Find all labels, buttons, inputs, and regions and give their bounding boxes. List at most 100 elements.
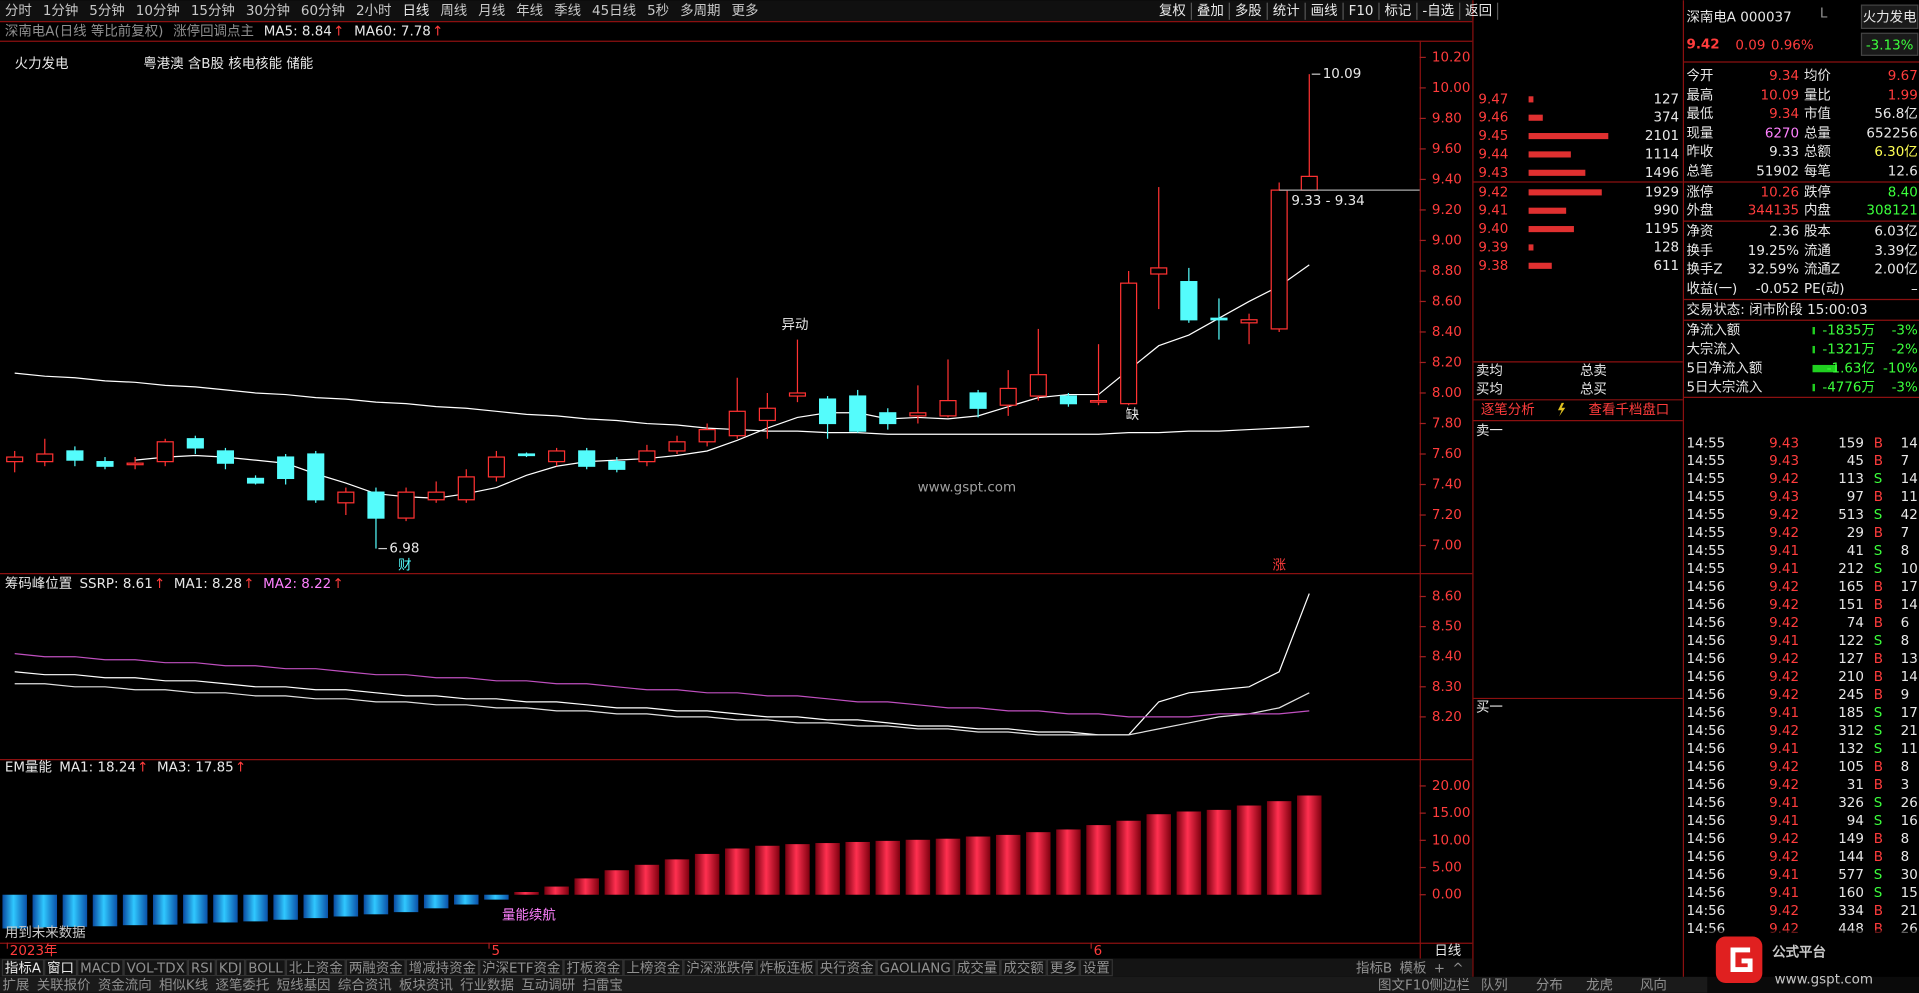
- status-tab[interactable]: 图文F10: [1378, 977, 1430, 993]
- period-tab[interactable]: 年线: [516, 3, 543, 19]
- indicator-tab[interactable]: 炸板连板: [760, 960, 814, 976]
- candle-body: [1270, 189, 1288, 330]
- status-tab[interactable]: 行业数据: [460, 977, 514, 993]
- period-tab[interactable]: 多周期: [680, 2, 720, 19]
- indicator-tab[interactable]: 上榜资金: [626, 959, 680, 976]
- period-tab[interactable]: 5分钟: [89, 2, 124, 19]
- period-tab[interactable]: 30分钟: [246, 2, 290, 19]
- indicator-tab[interactable]: 窗口: [47, 959, 74, 976]
- period-tab[interactable]: 更多: [732, 2, 759, 19]
- indicator-tab[interactable]: +: [1434, 961, 1445, 976]
- status-tab[interactable]: 互动调研: [521, 977, 575, 993]
- indicator-line: [14, 653, 1310, 718]
- indicator-tab[interactable]: ^: [1452, 961, 1463, 976]
- period-tab[interactable]: 月线: [478, 3, 505, 19]
- period-tab[interactable]: 15分钟: [191, 2, 235, 19]
- book-tab[interactable]: 逐笔分析: [1481, 402, 1535, 418]
- candle-body: [668, 441, 686, 452]
- status-tab[interactable]: 风向: [1640, 977, 1667, 993]
- period-tab[interactable]: 1分钟: [43, 2, 78, 19]
- indicator-tab[interactable]: 央行资金: [820, 960, 874, 976]
- period-tab[interactable]: 季线: [554, 3, 581, 19]
- status-tab[interactable]: 相似K线: [159, 977, 208, 993]
- concept-label: 粤港澳 含B股 核电核能 储能: [143, 56, 313, 72]
- volume-bar: [454, 894, 479, 905]
- trade-price: 9.43: [1769, 490, 1799, 505]
- indicator-tab[interactable]: 沪深ETF资金: [482, 960, 561, 976]
- indicator-tab[interactable]: 设置: [1083, 960, 1110, 976]
- status-tab[interactable]: 板块资讯: [399, 977, 453, 993]
- toolbar-button[interactable]: 返回: [1465, 3, 1492, 19]
- period-tab[interactable]: 分时: [5, 3, 32, 19]
- toolbar-button[interactable]: 标记: [1384, 3, 1411, 19]
- y-tick-label: 10.20: [1432, 50, 1471, 65]
- book-bar: [1528, 226, 1574, 233]
- volume-bar: [152, 894, 178, 925]
- y-tick-label: 9.00: [1432, 233, 1462, 248]
- indicator-tab[interactable]: 打板资金: [567, 959, 621, 976]
- status-tab[interactable]: 短线基因: [277, 976, 331, 993]
- toolbar-button[interactable]: 统计: [1273, 3, 1300, 19]
- status-tab[interactable]: 龙虎: [1586, 977, 1613, 993]
- book-tab[interactable]: 查看千档盘口: [1589, 401, 1670, 418]
- indicator-tab[interactable]: KDJ: [219, 961, 242, 976]
- indicator-tab[interactable]: MACD: [80, 961, 120, 976]
- quote-value: 1.99: [1888, 89, 1918, 104]
- period-tab[interactable]: 周线: [440, 3, 467, 19]
- status-tab[interactable]: 资金流向: [98, 977, 152, 993]
- status-tab[interactable]: 关联报价: [37, 977, 91, 993]
- tab-border: [123, 959, 188, 977]
- trend-arrow: ↑: [154, 577, 165, 592]
- status-tab[interactable]: 侧边栏: [1429, 977, 1469, 993]
- trade-count: 8: [1901, 544, 1910, 559]
- indicator-tab[interactable]: 沪深涨跌停: [686, 959, 753, 976]
- status-tab[interactable]: 队列: [1481, 977, 1508, 993]
- trade-count: 11: [1901, 742, 1918, 757]
- book-bar: [1528, 133, 1609, 140]
- toolbar-button[interactable]: -自选: [1422, 3, 1454, 19]
- indicator-tab[interactable]: 成交额: [1003, 959, 1044, 976]
- trade-price: 9.42: [1769, 832, 1799, 847]
- trade-price: 9.42: [1769, 508, 1799, 523]
- trade-price: 9.41: [1769, 634, 1799, 649]
- period-tab[interactable]: 2小时: [356, 3, 391, 19]
- status-tab[interactable]: 扫雷宝: [582, 977, 622, 993]
- status-tab[interactable]: 分布: [1536, 977, 1563, 993]
- indicator-tab[interactable]: 两融资金: [349, 960, 403, 976]
- status-tab[interactable]: 逐笔委托: [216, 977, 270, 993]
- candle-body: [36, 453, 54, 463]
- indicator-tab[interactable]: GAOLIANG: [880, 961, 951, 976]
- book-bar: [1528, 151, 1571, 158]
- indicator-tab[interactable]: 指标B: [1356, 960, 1392, 976]
- trade-volume: 144: [1838, 850, 1864, 865]
- indicator-tab[interactable]: RSI: [191, 961, 213, 976]
- indicator-tab[interactable]: 模板: [1400, 960, 1427, 976]
- period-tab[interactable]: 60分钟: [301, 2, 345, 19]
- period-tab[interactable]: 10分钟: [136, 2, 180, 19]
- toolbar-button[interactable]: 多股: [1235, 2, 1262, 19]
- toolbar-button[interactable]: 叠加: [1197, 3, 1224, 19]
- indicator-tab[interactable]: 指标A: [5, 960, 42, 976]
- book-price: 9.43: [1478, 166, 1508, 181]
- period-tab[interactable]: 日线: [402, 3, 429, 19]
- toolbar-button[interactable]: 画线: [1311, 3, 1338, 19]
- toolbar-button[interactable]: F10: [1349, 4, 1374, 19]
- trend-arrow: ↑: [243, 577, 254, 592]
- trade-time: 14:56: [1686, 580, 1725, 595]
- trade-volume: 94: [1847, 814, 1864, 829]
- volume-bar: [1026, 832, 1051, 895]
- pane-title: EM量能: [5, 760, 52, 776]
- indicator-tab[interactable]: BOLL: [248, 961, 283, 976]
- indicator-tab[interactable]: 更多: [1050, 959, 1077, 976]
- trade-volume: 159: [1838, 436, 1864, 451]
- period-tab[interactable]: 45日线: [592, 3, 636, 19]
- event-label: 缺: [1126, 407, 1140, 423]
- indicator-tab[interactable]: 成交量: [957, 959, 997, 976]
- indicator-tab[interactable]: 北上资金: [289, 960, 343, 976]
- status-tab[interactable]: 扩展: [2, 977, 29, 993]
- indicator-tab[interactable]: 增减持资金: [409, 960, 477, 976]
- status-tab[interactable]: 综合资讯: [338, 977, 392, 993]
- indicator-tab[interactable]: VOL-TDX: [127, 961, 185, 976]
- period-tab[interactable]: 5秒: [647, 3, 669, 19]
- toolbar-button[interactable]: 复权: [1159, 2, 1186, 19]
